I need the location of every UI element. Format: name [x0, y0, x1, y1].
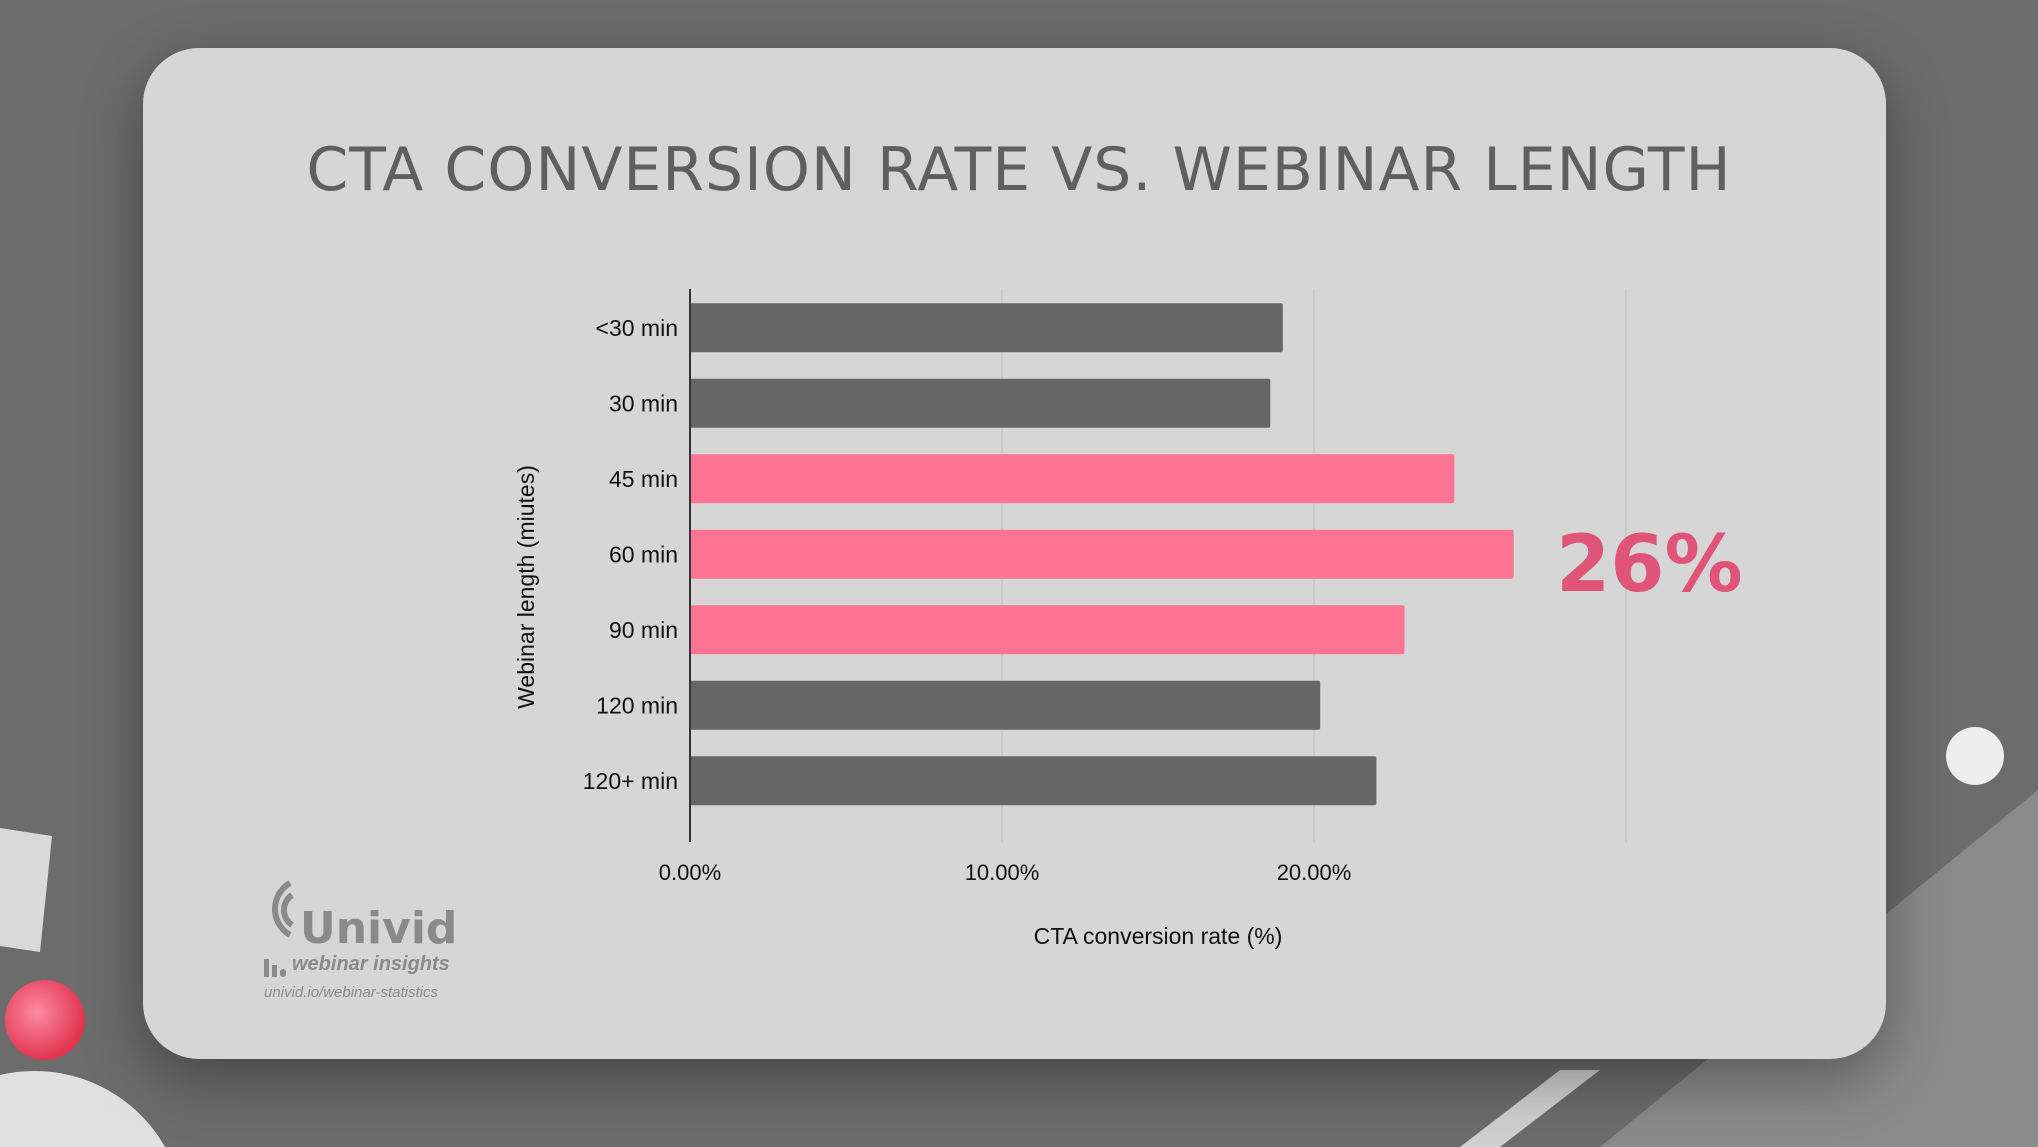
logo-subtitle: webinar insights: [292, 953, 450, 975]
bar-chart-icon: [264, 959, 288, 982]
x-tick-label: 10.00%: [965, 860, 1040, 885]
y-tick-label: 90 min: [609, 617, 678, 643]
bar: [690, 680, 1321, 730]
logo-brand: Univid: [300, 903, 458, 954]
y-tick-label: 30 min: [609, 390, 678, 416]
bar: [690, 454, 1455, 504]
bar: [690, 529, 1514, 579]
background-shape: [1460, 1070, 1600, 1147]
y-tick-label: 120 min: [596, 692, 678, 718]
background-shape: [0, 828, 52, 952]
background-shape: [1946, 727, 2004, 785]
univid-logo-icon: [271, 880, 294, 938]
logo-url: univid.io/webinar-statistics: [264, 984, 438, 1001]
background-shape: [0, 1070, 165, 1147]
bar: [690, 303, 1283, 353]
background-shape: [5, 980, 85, 1060]
y-tick-label: <30 min: [596, 315, 678, 341]
bar: [690, 605, 1405, 655]
x-tick-label: 0.00%: [659, 860, 721, 885]
y-tick-label: 120+ min: [583, 768, 678, 794]
y-axis-label: Webinar length (miutes): [513, 465, 539, 709]
highlight-annotation: 26%: [1556, 520, 1743, 610]
univid-logo: Univid webinar insights univid.io/webina…: [250, 875, 480, 1005]
chart-title: CTA CONVERSION RATE VS. WEBINAR LENGTH: [306, 135, 1732, 205]
x-tick-label: 20.00%: [1277, 860, 1352, 885]
bar: [690, 756, 1377, 806]
y-tick-label: 60 min: [609, 541, 678, 567]
y-tick-label: 45 min: [609, 466, 678, 492]
bar: [690, 378, 1271, 428]
x-axis-label: CTA conversion rate (%): [1034, 923, 1283, 949]
